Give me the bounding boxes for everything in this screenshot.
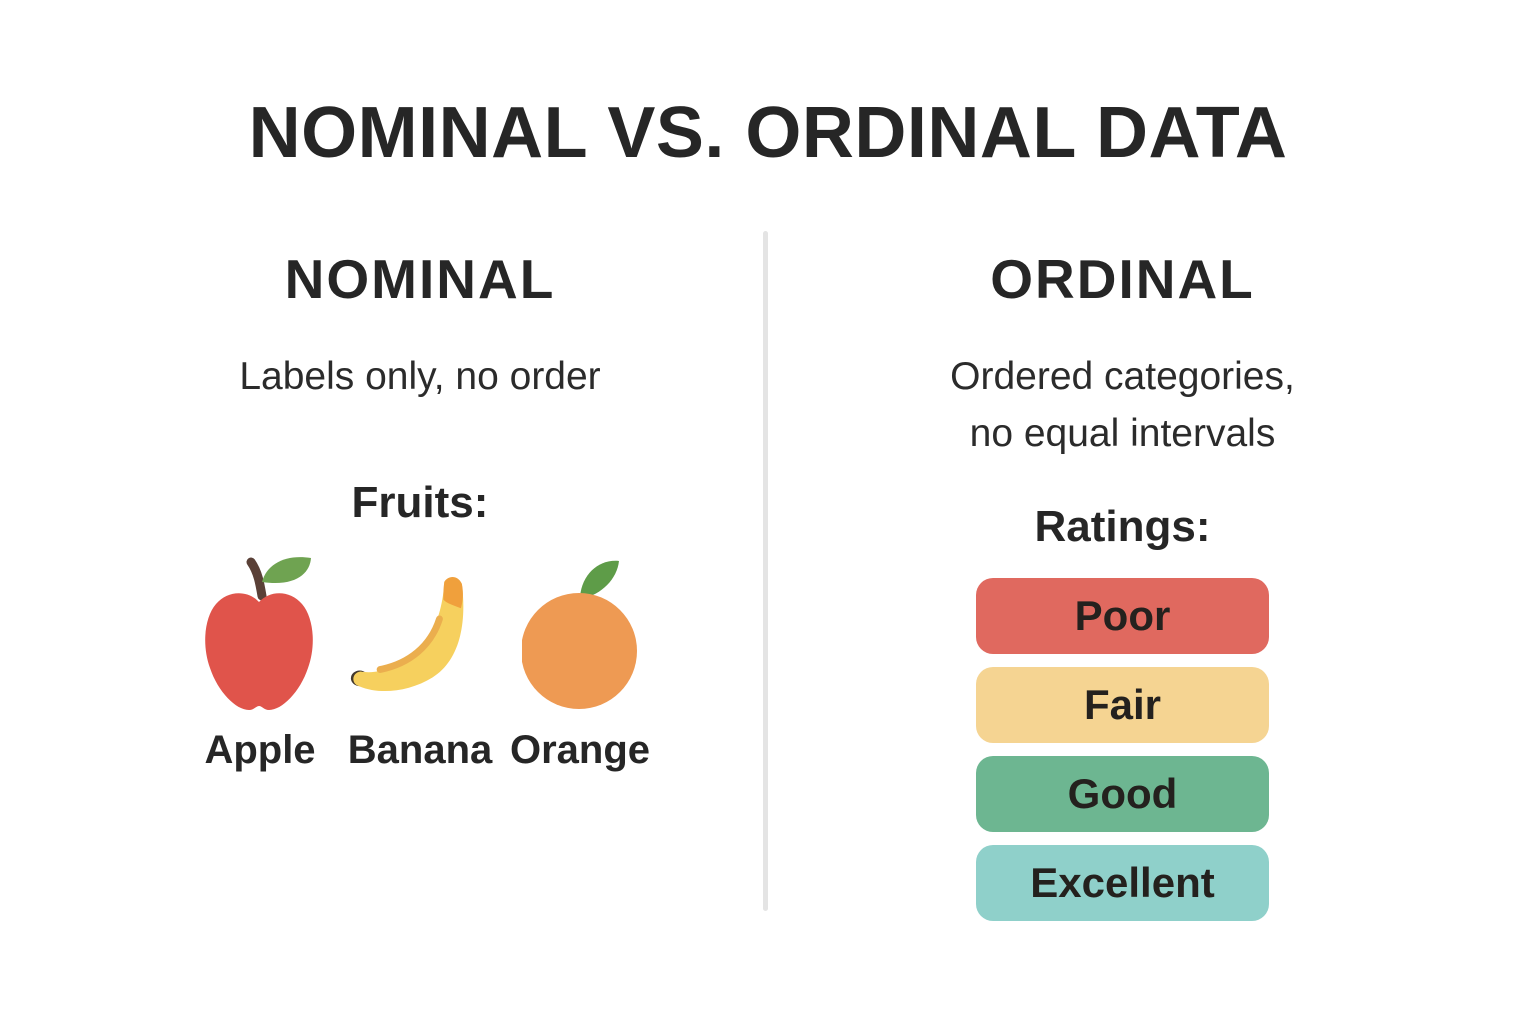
banana-icon <box>350 576 464 691</box>
nominal-heading: NOMINAL <box>284 248 556 310</box>
column-divider <box>763 231 768 911</box>
ratings-label: Ratings: <box>1034 502 1211 552</box>
ordinal-subtitle-line2: no equal intervals <box>969 411 1276 455</box>
apple-icon <box>205 556 313 710</box>
apple-iconbox <box>204 550 316 718</box>
rating-badge-excellent: Excellent <box>976 845 1269 922</box>
page-title: NOMINAL VS. ORDINAL DATA <box>248 93 1288 173</box>
fruit-item-banana: Banana <box>347 550 493 773</box>
fruit-label-apple: Apple <box>204 727 316 772</box>
ratings-badges: Poor Fair Good Excellent <box>795 578 1450 922</box>
rating-badge-fair: Fair <box>976 667 1269 744</box>
ordinal-subtitle: Ordered categories, no equal intervals <box>795 349 1450 462</box>
orange-iconbox <box>522 550 638 718</box>
fruits-label: Fruits: <box>351 477 489 527</box>
ordinal-column: ORDINAL Ordered categories, no equal int… <box>795 248 1450 922</box>
nominal-subtitle: Labels only, no order <box>239 355 601 398</box>
fruit-label-orange: Orange <box>509 727 651 772</box>
rating-badge-good: Good <box>976 756 1269 833</box>
fruit-item-apple: Apple <box>187 550 333 773</box>
rating-badge-poor: Poor <box>976 578 1269 655</box>
orange-icon <box>522 560 637 709</box>
fruit-label-banana: Banana <box>347 727 493 772</box>
banana-iconbox <box>347 550 493 718</box>
fruits-row: Apple Banana <box>75 550 765 773</box>
nominal-column: NOMINAL Labels only, no order Fruits: Ap… <box>75 252 765 773</box>
ordinal-subtitle-line1: Ordered categories, <box>950 355 1295 398</box>
fruit-item-orange: Orange <box>507 550 653 773</box>
ordinal-heading: ORDINAL <box>990 248 1255 310</box>
